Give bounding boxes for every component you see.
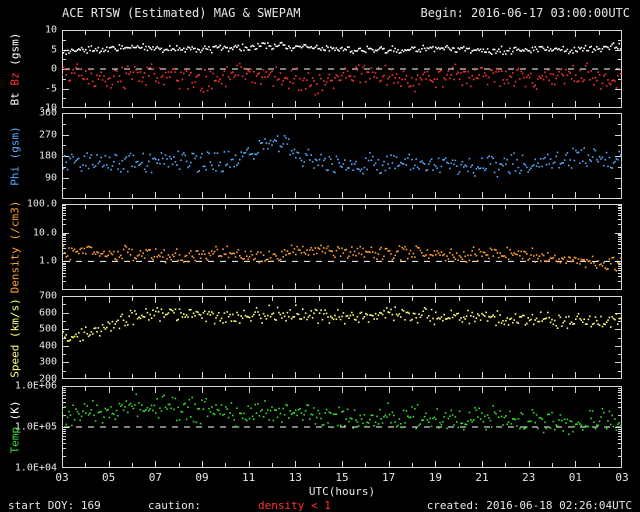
- x-tick-label: 17: [382, 471, 396, 484]
- plot-area-temp: [62, 386, 622, 468]
- x-tick-label: 21: [475, 471, 489, 484]
- tick-marks: [63, 386, 621, 467]
- y-tick-label-bt-bz: -10: [38, 102, 57, 114]
- y-tick-label-bt-bz: 10: [44, 24, 57, 36]
- y-tick-label-bt-bz: -5: [44, 83, 57, 94]
- y-tick-label-speed: 500: [38, 323, 57, 335]
- x-tick-label: 07: [148, 471, 162, 484]
- tick-marks: [63, 113, 621, 198]
- y-tick-label-bt-bz: 5: [50, 44, 57, 55]
- x-tick-label: 11: [242, 471, 256, 484]
- tick-marks: [63, 204, 621, 289]
- series-bt-points: [62, 41, 622, 56]
- plot-area-phi: [62, 113, 622, 199]
- y-tick-label-speed: 300: [38, 356, 57, 368]
- series-density-points: [62, 244, 622, 272]
- y-tick-label-temp: 1.0E+04: [14, 462, 57, 474]
- y-tick-label-speed: 700: [38, 290, 57, 302]
- y-tick-label-phi: 90: [44, 172, 57, 183]
- series-phi-points: [62, 135, 622, 178]
- y-tick-label-speed: 600: [38, 307, 57, 319]
- series-bz-points: [62, 62, 622, 96]
- x-tick-label: 05: [102, 471, 116, 484]
- y-tick-label-speed: 400: [38, 340, 57, 352]
- panel-temp: Temp (K) 1.0E+06 1.0E+05 1.0E+04: [0, 381, 640, 474]
- panel-bt-bz: Bt Bz (gsm) 10 5 0 -5 -10: [0, 25, 640, 114]
- x-tick-label: 03: [615, 471, 629, 484]
- plot-area-bt-bz: [62, 30, 622, 108]
- panel-speed: Speed (km/s) 700 600 500 400 300 200: [0, 291, 640, 385]
- begin-timestamp: Begin: 2016-06-17 03:00:00UTC: [420, 6, 630, 20]
- y-tick-label-phi: 180: [38, 150, 57, 162]
- x-axis-tick-labels: 03 05 07 09 11 13 15 17 19 21 23 01 03: [55, 471, 628, 484]
- y-axis-label-part: Density (/cm3): [8, 200, 22, 294]
- x-tick-label: 01: [568, 471, 582, 484]
- y-tick-label-phi: 270: [38, 129, 57, 140]
- y-tick-label-temp: 1.0E+06: [14, 380, 57, 392]
- plot-area-density: [62, 204, 622, 290]
- x-tick-label: 03: [55, 471, 69, 484]
- x-tick-label: 09: [195, 471, 209, 484]
- tick-marks: [63, 30, 621, 107]
- x-axis-title: UTC(hours): [308, 485, 376, 498]
- plot-title: ACE RTSW (Estimated) MAG & SWEPAM: [62, 6, 301, 20]
- panel-phi: Phi (gsm) 360 270 180 90: [0, 108, 640, 199]
- y-tick-label-temp: 1.0E+05: [14, 421, 57, 433]
- y-tick-label-phi: 360: [38, 107, 57, 119]
- x-tick-label: 15: [335, 471, 349, 484]
- y-tick-label-bt-bz: 0: [50, 63, 57, 75]
- x-tick-label: 13: [288, 471, 302, 484]
- y-tick-label-density: 1.0: [38, 255, 57, 267]
- y-tick-label-density: 100.0: [26, 198, 57, 210]
- tick-marks: [63, 296, 621, 378]
- start-doy-label: start DOY: 169: [8, 499, 101, 512]
- plot-area-speed: [62, 296, 622, 379]
- y-axis-label-density: Density (/cm3): [9, 201, 22, 294]
- series-temp-points: [62, 393, 622, 436]
- created-timestamp: created: 2016-06-18 02:26:04UTC: [426, 499, 632, 512]
- panel-density: Density (/cm3) 100.0 10.0 1.0: [0, 199, 640, 293]
- caution-label: caution:: [148, 499, 201, 512]
- x-tick-label: 19: [428, 471, 442, 484]
- y-tick-label-speed: 200: [38, 373, 57, 385]
- y-tick-label-density: 10.0: [32, 227, 57, 239]
- series-speed-points: [62, 304, 622, 342]
- x-tick-label: 23: [522, 471, 536, 484]
- caution-value: density < 1: [258, 499, 331, 512]
